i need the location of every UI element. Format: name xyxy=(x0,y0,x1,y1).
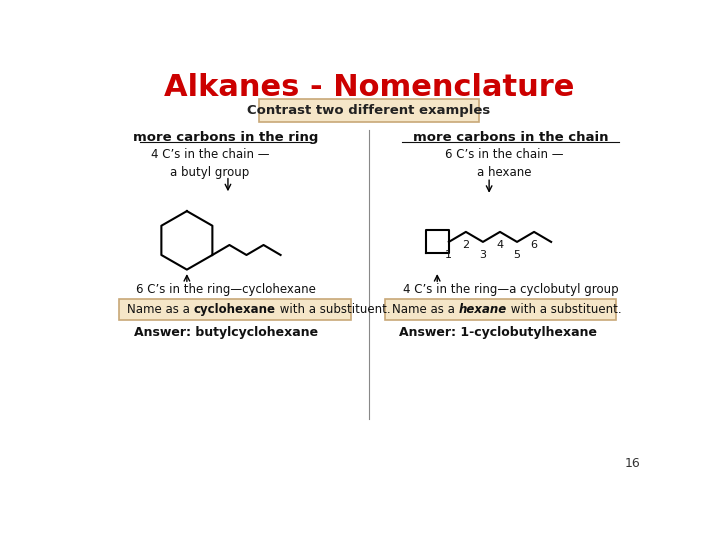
Text: more carbons in the chain: more carbons in the chain xyxy=(413,131,608,144)
Text: 6 C’s in the chain —
a hexane: 6 C’s in the chain — a hexane xyxy=(446,148,564,179)
Text: more carbons in the ring: more carbons in the ring xyxy=(133,131,318,144)
Text: 4 C’s in the chain —
a butyl group: 4 C’s in the chain — a butyl group xyxy=(151,148,269,179)
Text: with a substituent.: with a substituent. xyxy=(276,303,390,316)
Text: Answer: butylcyclohexane: Answer: butylcyclohexane xyxy=(134,326,318,339)
Text: Name as a: Name as a xyxy=(392,303,459,316)
Text: hexane: hexane xyxy=(459,303,507,316)
FancyBboxPatch shape xyxy=(384,299,616,320)
Text: 2: 2 xyxy=(462,240,469,249)
Text: Answer: 1-cyclobutylhexane: Answer: 1-cyclobutylhexane xyxy=(400,326,598,339)
Text: 1: 1 xyxy=(446,249,452,260)
Text: Contrast two different examples: Contrast two different examples xyxy=(248,104,490,117)
Text: 6 C’s in the ring—cyclohexane: 6 C’s in the ring—cyclohexane xyxy=(135,283,315,296)
Text: 6: 6 xyxy=(531,240,538,249)
Text: 5: 5 xyxy=(513,249,521,260)
Text: 16: 16 xyxy=(625,457,640,470)
Text: cyclohexane: cyclohexane xyxy=(194,303,276,316)
Text: 4 C’s in the ring—a cyclobutyl group: 4 C’s in the ring—a cyclobutyl group xyxy=(403,283,618,296)
Text: with a substituent.: with a substituent. xyxy=(507,303,622,316)
Text: 4: 4 xyxy=(496,240,503,249)
Text: Name as a: Name as a xyxy=(127,303,194,316)
Text: 3: 3 xyxy=(480,249,487,260)
FancyBboxPatch shape xyxy=(120,299,351,320)
Text: Alkanes - Nomenclature: Alkanes - Nomenclature xyxy=(164,73,574,103)
FancyBboxPatch shape xyxy=(259,99,479,122)
